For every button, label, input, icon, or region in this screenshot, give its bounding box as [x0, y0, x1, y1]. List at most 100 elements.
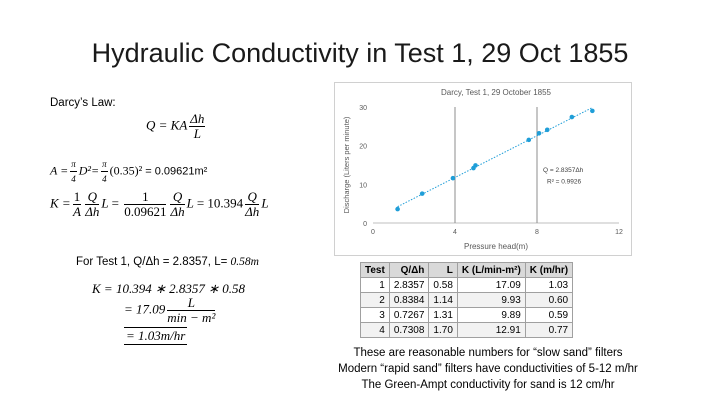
k-eq-frac-3-num: 1	[124, 190, 167, 205]
results-table: Test Q/Δh L K (L/min-m²) K (m/hr) 1 2.8357 0.5…	[360, 262, 574, 338]
chart-svg: Darcy, Test 1, 29 October 1855 0 10 20 30 0 4 8…	[342, 88, 623, 251]
table-header-cell: Q/Δh	[388, 262, 430, 278]
notes: These are reasonable numbers for “slow s…	[318, 345, 658, 393]
k-eq-L-2: L	[186, 195, 194, 211]
k-eq-equals-2: = 10.394	[196, 195, 244, 211]
r-squared-label: R² = 0.9926	[547, 178, 582, 185]
table-header-cell: K (m/hr)	[524, 262, 574, 278]
table-cell: 0.7308	[388, 322, 430, 338]
table-header-cell: Test	[360, 262, 390, 278]
table-row: 1 2.8357 0.58 17.09 1.03	[360, 277, 574, 293]
table-cell: 1	[360, 277, 390, 293]
table-cell: 0.58	[428, 277, 458, 293]
test1-length: 0.58m	[230, 256, 259, 268]
table-header-cell: L	[428, 262, 458, 278]
area-eq-d-val: (0.35)²	[109, 163, 143, 178]
x-tick-label: 8	[535, 229, 539, 236]
test1-line: For Test 1, Q/Δh = 2.8357, L= 0.58m	[76, 256, 259, 268]
table-cell: 1.03	[524, 277, 574, 293]
k-eq-frac-3: 1 0.09621	[124, 190, 167, 219]
y-tick-label: 20	[359, 144, 367, 151]
x-tick-label: 4	[453, 229, 457, 236]
darcy-eq-lhs: Q = KA	[146, 117, 188, 133]
table-cell: 1.31	[428, 307, 458, 323]
y-tick-label: 30	[359, 105, 367, 112]
k-eq-frac-5-den: Δh	[245, 204, 260, 219]
k-result: = 1.03m/hr	[124, 327, 188, 345]
data-point	[569, 114, 575, 120]
darcy-law-label: Darcy’s Law:	[50, 97, 116, 109]
note-slow-sand: These are reasonable numbers for “slow s…	[353, 347, 623, 359]
pi-num-2: π	[101, 157, 108, 172]
table-header-row: Test Q/Δh L K (L/min-m²) K (m/hr)	[360, 262, 574, 278]
data-point	[419, 191, 425, 196]
k-calc-line-1: K = 10.394 ∗ 2.8357 ∗ 0.58	[92, 281, 245, 296]
table-cell: 1.14	[428, 292, 458, 308]
x-axis-label: Pressure head(m)	[464, 242, 528, 251]
data-point	[536, 130, 542, 136]
k-eq-frac-2: Q Δh	[85, 190, 100, 219]
table-cell: 0.59	[524, 307, 574, 323]
table-cell: 3	[360, 307, 390, 323]
test1-label: For Test 1, Q/Δh = 2.8357, L=	[76, 256, 231, 268]
data-point	[544, 127, 550, 133]
table-body: 1 2.8357 0.58 17.09 1.03 2 0.8384 1.14 9.93 0.60 3…	[360, 277, 574, 338]
trendline-equation: Q = 2.8357Δh	[543, 167, 584, 174]
table-cell: 9.89	[456, 307, 526, 323]
y-tick-label: 0	[363, 221, 367, 228]
data-point	[473, 163, 478, 168]
pi-num-1: π	[70, 157, 77, 172]
table-cell: 4	[360, 322, 390, 338]
darcy-chart: Darcy, Test 1, 29 October 1855 0 10 20 30 0 4 8…	[334, 82, 632, 256]
pi-den-2: 4	[102, 174, 107, 184]
table-cell: 0.77	[524, 322, 574, 338]
trendline	[397, 107, 593, 208]
darcy-equation: Q = KA Δh L	[146, 112, 207, 141]
k-calc-2-num: L	[167, 296, 216, 311]
k-eq-lhs: K =	[50, 195, 71, 211]
table-row: 4 0.7308 1.70 12.91 0.77	[360, 322, 574, 338]
area-eq-lhs: A =	[50, 163, 69, 178]
data-point	[450, 175, 456, 181]
k-eq-frac-4: Q Δh	[170, 190, 185, 219]
k-eq-frac-3-den: 0.09621	[124, 204, 167, 219]
x-tick-label: 0	[371, 229, 375, 236]
data-point	[395, 206, 400, 212]
darcy-eq-num: Δh	[189, 111, 206, 127]
data-point	[590, 108, 595, 114]
table-cell: 17.09	[456, 277, 526, 293]
k-eq-frac-5-num: Q	[245, 190, 260, 205]
table-cell: 2.8357	[388, 277, 430, 293]
x-tick-label: 12	[615, 229, 623, 236]
k-eq-L-3: L	[261, 195, 269, 211]
k-eq-frac-4-den: Δh	[170, 204, 185, 219]
k-eq-frac-2-num: Q	[85, 190, 100, 205]
darcy-eq-den: L	[193, 126, 201, 141]
k-eq-frac-4-num: Q	[170, 190, 185, 205]
y-axis-label: Discharge (Liters per minute)	[342, 116, 351, 213]
pi-den-1: 4	[71, 174, 76, 184]
slide-title: Hydraulic Conductivity in Test 1, 29 Oct…	[91, 38, 629, 68]
table-row: 2 0.8384 1.14 9.93 0.60	[360, 292, 574, 308]
k-equation: K = 1 A Q Δh L = 1 0.09621 Q Δh L = 10.394 Q Δh L	[50, 190, 269, 219]
k-calc-2-lhs: = 17.09	[124, 301, 166, 317]
table-cell: 0.8384	[388, 292, 430, 308]
table-header-cell: K (L/min-m²)	[456, 262, 526, 278]
chart-title: Darcy, Test 1, 29 October 1855	[441, 88, 552, 97]
table-cell: 2	[360, 292, 390, 308]
k-eq-frac-1-num: 1	[72, 189, 82, 205]
k-eq-frac-5: Q Δh	[245, 190, 260, 219]
area-equation: A = π 4 D²= π 4 (0.35)² = 0.09621m²	[50, 157, 207, 186]
table-cell: 12.91	[456, 322, 526, 338]
table-cell: 0.60	[524, 292, 574, 308]
area-eq-d2: D²=	[78, 163, 100, 178]
table-cell: 1.70	[428, 322, 458, 338]
table-cell: 0.7267	[388, 307, 430, 323]
y-tick-label: 10	[359, 182, 367, 189]
k-eq-frac-1-den: A	[72, 204, 81, 219]
k-eq-equals: =	[111, 195, 119, 211]
note-rapid-sand: Modern “rapid sand” filters have conduct…	[338, 363, 638, 375]
